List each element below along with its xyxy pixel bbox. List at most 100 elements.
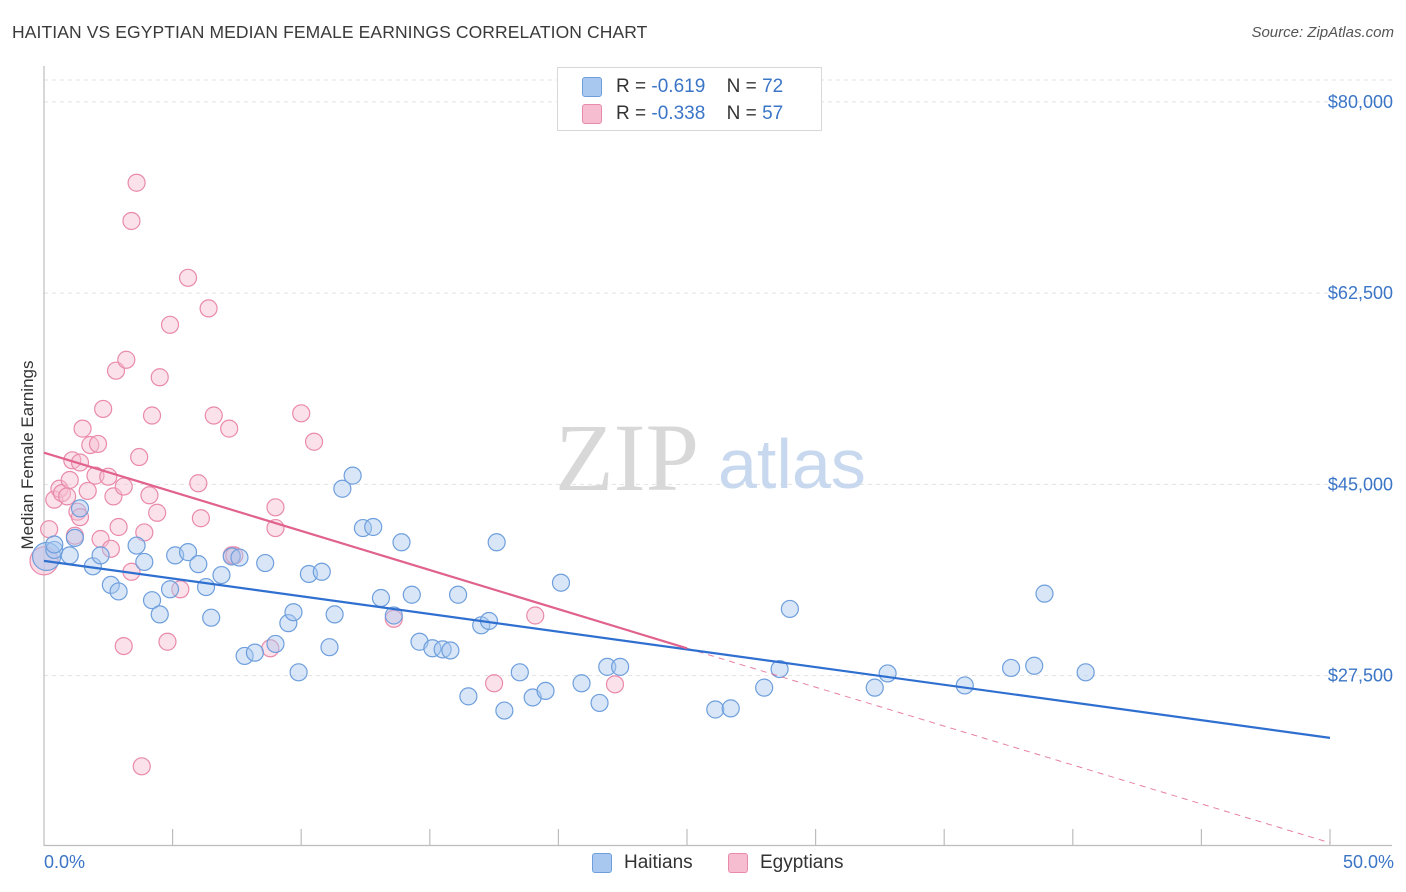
haitians-swatch xyxy=(582,77,602,97)
egyptian-point xyxy=(132,757,151,776)
egyptians-trend-extension xyxy=(686,647,1331,844)
watermark-zip: ZIP xyxy=(555,404,699,511)
haitian-point xyxy=(202,608,221,627)
haitian-point xyxy=(333,479,352,498)
haitian-point xyxy=(60,546,79,565)
egyptian-point xyxy=(148,503,167,522)
haitian-point xyxy=(448,585,468,604)
egyptian-point xyxy=(304,432,324,451)
egyptian-point xyxy=(171,580,190,599)
haitian-point xyxy=(245,643,265,662)
egyptian-point xyxy=(94,399,113,419)
egyptians-swatch xyxy=(728,853,748,873)
source-attribution: Source: ZipAtlas.com xyxy=(1251,24,1394,41)
axes xyxy=(43,66,1392,847)
haitians-trend-line xyxy=(43,559,1331,739)
haitian-point xyxy=(572,674,591,693)
egyptian-point xyxy=(40,520,59,539)
legend-row-haitians: R = -0.619 N = 72 xyxy=(582,75,783,99)
haitian-point xyxy=(371,588,391,608)
legend-label-haitians: Haitians xyxy=(624,852,693,873)
haitian-point xyxy=(459,687,478,706)
watermark-atlas: atlas xyxy=(718,425,866,503)
haitian-point xyxy=(598,657,617,676)
haitian-point xyxy=(487,533,506,552)
haitian-point xyxy=(755,678,774,697)
haitian-point xyxy=(611,657,630,676)
haitian-point xyxy=(1076,663,1095,682)
egyptian-point xyxy=(178,268,198,287)
haitian-point xyxy=(109,582,128,601)
haitian-point xyxy=(127,536,146,555)
egyptian-point xyxy=(160,315,180,334)
y-tick-label: $45,000 xyxy=(1328,474,1393,494)
egyptian-point xyxy=(114,636,133,656)
egyptian-point xyxy=(150,368,169,387)
stats-legend: R = -0.619 N = 72 R = -0.338 N = 57 xyxy=(557,67,822,131)
haitian-point xyxy=(510,663,529,682)
r-value: -0.619 xyxy=(651,76,706,97)
legend-item-egyptians[interactable]: Egyptians xyxy=(728,852,843,874)
x-tick-label-max: 50.0% xyxy=(1342,852,1394,872)
haitian-point xyxy=(196,577,216,597)
haitian-point xyxy=(780,599,799,619)
legend-item-haitians[interactable]: Haitians xyxy=(592,852,693,874)
legend-row-egyptians: R = -0.338 N = 57 xyxy=(582,102,783,126)
haitian-point xyxy=(551,573,571,592)
haitians-swatch xyxy=(592,853,612,873)
x-tick-label-min: 0.0% xyxy=(44,852,86,872)
haitian-point xyxy=(402,585,421,604)
egyptian-point xyxy=(266,498,285,517)
haitian-point xyxy=(256,553,275,573)
haitian-point xyxy=(433,640,452,659)
egyptian-point xyxy=(199,299,218,318)
haitian-point xyxy=(284,603,303,622)
haitian-point xyxy=(266,634,285,654)
egyptian-point xyxy=(73,419,92,438)
egyptian-point xyxy=(117,350,136,369)
haitian-point xyxy=(536,681,555,701)
egyptian-point xyxy=(60,470,79,490)
chart-title: HAITIAN VS EGYPTIAN MEDIAN FEMALE EARNIN… xyxy=(12,22,648,42)
haitian-point xyxy=(65,528,84,548)
haitian-point xyxy=(865,678,884,697)
haitian-point xyxy=(212,565,231,585)
egyptian-point xyxy=(485,674,504,693)
r-label: R = xyxy=(616,103,647,124)
egyptian-point xyxy=(114,477,133,496)
haitian-point xyxy=(135,552,154,572)
egyptian-point xyxy=(292,404,311,423)
egyptian-point xyxy=(140,486,159,505)
egyptian-point xyxy=(78,481,97,501)
haitian-point xyxy=(878,664,897,683)
haitian-point xyxy=(706,700,725,719)
y-tick-label: $27,500 xyxy=(1328,666,1393,686)
series-legend: Haitians Egyptians xyxy=(0,852,1406,876)
haitian-point xyxy=(1035,584,1054,603)
haitian-point xyxy=(392,533,411,552)
r-label: R = xyxy=(616,76,647,97)
haitian-point xyxy=(590,693,609,713)
egyptian-point xyxy=(86,466,105,485)
y-tick-labels: $27,500 $45,000 $62,500 $80,000 xyxy=(1328,92,1393,686)
haitian-point xyxy=(45,535,64,554)
trend-lines xyxy=(43,451,1331,844)
egyptian-point xyxy=(158,632,177,651)
haitian-point xyxy=(150,605,169,624)
egyptian-point xyxy=(142,406,162,425)
haitian-point xyxy=(312,562,331,581)
gridlines xyxy=(44,79,1392,677)
haitian-point xyxy=(1025,656,1044,675)
haitian-point xyxy=(142,591,162,610)
y-tick-label: $62,500 xyxy=(1328,283,1393,303)
n-value: 57 xyxy=(762,103,784,124)
haitian-point xyxy=(770,659,789,679)
egyptian-point xyxy=(58,487,77,506)
n-value: 72 xyxy=(762,76,784,97)
egyptian-point xyxy=(605,675,625,694)
haitian-point xyxy=(441,641,460,660)
haitian-point xyxy=(1001,658,1021,678)
egyptians-trend-line xyxy=(43,451,688,650)
egyptian-point xyxy=(109,517,128,537)
